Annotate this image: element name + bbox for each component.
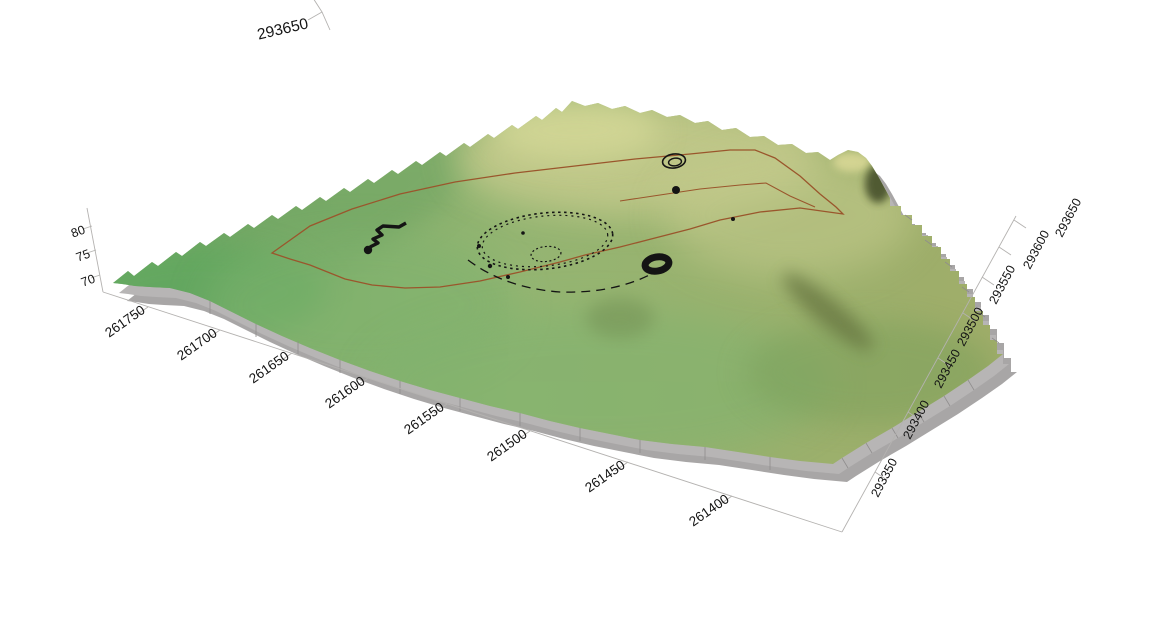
dot-marker — [363, 245, 373, 255]
y_right-tick-label: 293550 — [986, 263, 1018, 306]
small-double-ring-outer — [661, 153, 687, 169]
site-boundary-path — [270, 149, 845, 289]
z_left-tick-mark — [82, 225, 93, 230]
x_front-tick-label: 261600 — [322, 373, 368, 411]
x_front-tick-mark — [134, 306, 149, 317]
z_left-tick-label: 70 — [79, 272, 97, 290]
shade-hill-shadow — [865, 165, 891, 203]
large-dotted-ring-inner — [481, 214, 609, 268]
small-double-ring-inner — [667, 157, 683, 167]
zigzag-mark — [369, 221, 407, 249]
y_back-tick-mark — [307, 11, 323, 21]
bold-ring-marker — [641, 253, 673, 275]
inner-boundary-spur — [619, 182, 816, 208]
x_front-tick-mark — [614, 461, 629, 472]
ring-edge-dot — [506, 275, 510, 279]
x-axis-line — [102, 291, 843, 533]
x_front-tick-label: 261700 — [174, 325, 220, 363]
y_right-tick-label: 293650 — [1052, 196, 1084, 239]
skirt-step-lines — [209, 214, 1000, 470]
y_right-tick-mark — [962, 312, 976, 322]
inner-dotted-ring — [530, 245, 562, 263]
shade-right-tan — [665, 153, 915, 277]
z_left-tick-label: 80 — [69, 223, 87, 241]
x_front-tick-label: 261550 — [401, 399, 447, 437]
shade-hill-highlight — [833, 152, 871, 172]
x_front-tick-mark — [718, 495, 733, 506]
x_front-tick-label: 261450 — [582, 457, 628, 495]
back-axis-line — [313, 0, 331, 31]
shade-plateau-highlight — [490, 101, 660, 160]
x_front-tick-mark — [206, 329, 221, 340]
x_front-tick-label: 261400 — [686, 491, 732, 529]
y_right-tick-mark — [874, 471, 888, 481]
dot-marker — [521, 231, 525, 235]
dot-marker — [731, 217, 735, 221]
axis-tick-marks — [82, 11, 1027, 506]
dashed-arc — [467, 259, 669, 293]
y_right-tick-mark — [907, 411, 921, 421]
y_back-tick-label: 293650 — [256, 15, 311, 43]
shade-dark-valley-streak — [782, 273, 874, 351]
y_right-tick-mark — [998, 246, 1012, 256]
x_front-tick-label: 261750 — [102, 302, 148, 340]
ring-edge-dot — [487, 263, 493, 269]
large-dotted-ring-outer — [476, 211, 614, 271]
x_front-tick-label: 261650 — [246, 348, 292, 386]
y_right-tick-label: 293600 — [1020, 228, 1052, 271]
x_front-tick-mark — [278, 352, 293, 363]
z_left-tick-mark — [90, 274, 101, 279]
x_front-tick-mark — [516, 430, 531, 441]
z_left-tick-mark — [86, 249, 97, 254]
y_right-tick-mark — [1013, 219, 1027, 229]
shade-dimple — [586, 298, 654, 338]
y-axis-line — [841, 215, 1017, 533]
y_right-tick-mark — [937, 357, 951, 367]
y_right-tick-mark — [981, 276, 995, 286]
overlay-features — [270, 149, 845, 293]
z_left-tick-label: 75 — [74, 247, 92, 265]
x_front-tick-mark — [433, 403, 448, 414]
terrain-block — [113, 101, 1017, 482]
dot-marker — [672, 186, 680, 194]
shade-lower-right — [745, 320, 995, 424]
ring-edge-dot — [477, 244, 481, 248]
x_front-tick-label: 261500 — [484, 426, 530, 464]
x_front-tick-mark — [354, 377, 369, 388]
